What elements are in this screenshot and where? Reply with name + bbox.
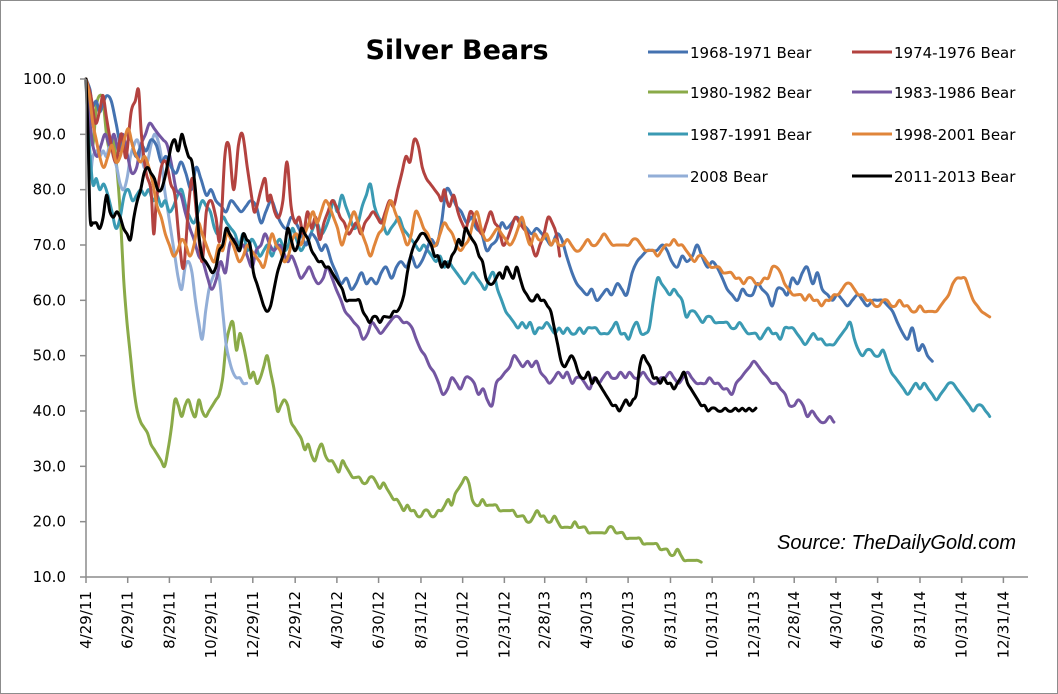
x-tick-label: 10/31/14 [953, 591, 971, 658]
x-tick-label: 2/28/14 [785, 591, 803, 649]
series-line-1968-1971-bear [84, 77, 934, 363]
legend-label: 2008 Bear [690, 168, 769, 186]
x-tick-label: 12/29/11 [244, 591, 262, 658]
legend-item: 1974-1976 Bear [852, 44, 1016, 62]
legend-label: 1974-1976 Bear [894, 44, 1016, 62]
x-tick-label: 6/30/13 [619, 591, 637, 649]
y-tick-label: 80.0 [33, 181, 66, 199]
legend-item: 1998-2001 Bear [852, 126, 1016, 144]
series-line-1980-1982-bear [84, 77, 703, 564]
legend-label: 1983-1986 Bear [894, 84, 1016, 102]
y-tick-label: 40.0 [33, 402, 66, 420]
x-tick-label: 4/30/13 [577, 591, 595, 649]
series-line-1987-1991-bear [84, 77, 992, 418]
x-tick-label: 12/31/14 [994, 591, 1012, 658]
source-note: Source: TheDailyGold.com [777, 532, 1016, 554]
legend-item: 1968-1971 Bear [648, 44, 812, 62]
x-tick-label: 4/30/12 [328, 591, 346, 649]
chart-title: Silver Bears [365, 35, 548, 66]
series-line-1983-1986-bear [84, 77, 836, 425]
x-tick-label: 12/31/12 [495, 591, 513, 658]
x-tick-label: 10/29/11 [202, 591, 220, 658]
legend-label: 1998-2001 Bear [894, 126, 1016, 144]
y-tick-label: 20.0 [33, 513, 66, 531]
x-tick-label: 4/30/14 [827, 591, 845, 649]
x-tick-label: 8/29/11 [160, 591, 178, 649]
legend-item: 1987-1991 Bear [648, 126, 812, 144]
y-tick-label: 30.0 [33, 457, 66, 475]
x-tick-label: 6/29/11 [119, 591, 137, 649]
x-tick-label: 2/28/13 [536, 591, 554, 649]
legend-item: 1983-1986 Bear [852, 84, 1016, 102]
y-tick-label: 60.0 [33, 291, 66, 309]
plot-area [84, 77, 992, 564]
legend-label: 1968-1971 Bear [690, 44, 812, 62]
x-tick-label: 8/31/12 [412, 591, 430, 649]
y-tick-label: 100.0 [23, 70, 66, 88]
axes: 10.0 20.0 30.0 40.0 50.0 60.0 70.0 80.0 90.0 100.… [23, 70, 1028, 658]
legend-label: 1980-1982 Bear [690, 84, 812, 102]
legend-item: 2011-2013 Bear [852, 168, 1016, 186]
legend-label: 1987-1991 Bear [690, 126, 812, 144]
y-tick-label: 70.0 [33, 236, 66, 254]
y-tick-label: 50.0 [33, 347, 66, 365]
series-line-1974-1976-bear [84, 77, 562, 271]
x-tick-label: 8/31/14 [911, 591, 929, 649]
series-line-1998-2001-bear [84, 77, 992, 319]
x-tick-label: 6/30/14 [869, 591, 887, 649]
x-tick-label: 8/31/13 [661, 591, 679, 649]
y-tick-label: 10.0 [33, 568, 66, 586]
legend-label: 2011-2013 Bear [894, 168, 1016, 186]
x-tick-label: 4/29/11 [77, 591, 95, 649]
legend-item: 1980-1982 Bear [648, 84, 812, 102]
legend: 1968-1971 Bear 1974-1976 Bear 1980-1982 Be… [648, 44, 1016, 186]
series-line-2008-bear [84, 77, 249, 386]
x-tick-label: 10/31/13 [703, 591, 721, 658]
series-line-2011-2013-bear [84, 77, 758, 413]
x-tick-label: 6/30/12 [370, 591, 388, 649]
x-tick-label: 2/29/12 [286, 591, 304, 649]
y-tick-label: 90.0 [33, 125, 66, 143]
x-tick-label: 10/31/12 [454, 591, 472, 658]
legend-item: 2008 Bear [648, 168, 769, 186]
x-tick-label: 12/31/13 [745, 591, 763, 658]
